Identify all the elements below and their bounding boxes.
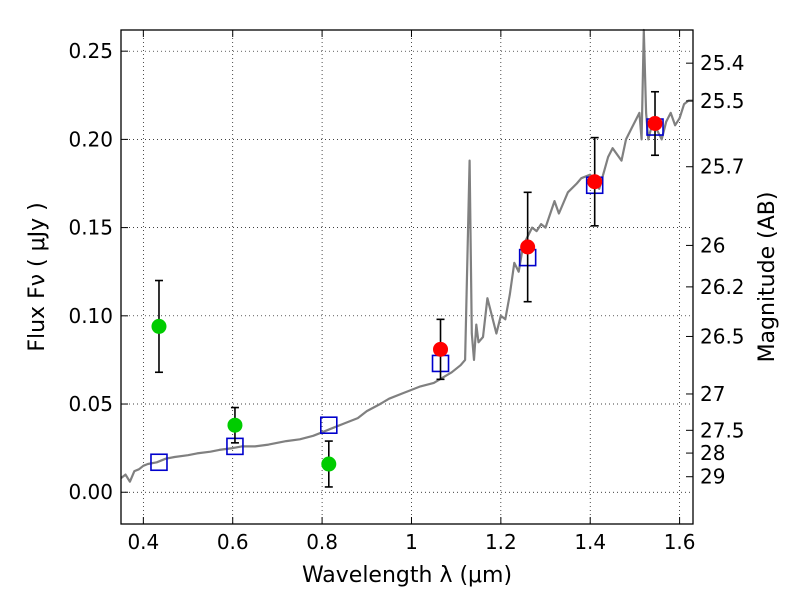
y-tick-label: 0.05 [68, 392, 113, 416]
x-tick-label: 1 [405, 530, 418, 554]
x-tick-label: 0.4 [127, 530, 159, 554]
mag-tick-label: 27 [700, 382, 725, 406]
y-tick-label: 0.10 [68, 304, 113, 328]
y-tick-label: 0.15 [68, 216, 113, 240]
mag-tick-label: 29 [700, 465, 725, 489]
mag-tick-label: 26.2 [700, 275, 745, 299]
mag-tick-label: 28 [700, 441, 725, 465]
plot-frame [120, 29, 694, 525]
y-tick-label: 0.00 [68, 480, 113, 504]
observed-flux-point [433, 341, 449, 357]
x-tick-label: 1.4 [574, 530, 606, 554]
model-flux-square [150, 453, 168, 472]
observed-flux-point [227, 417, 243, 433]
mag-tick-label: 26 [700, 233, 725, 257]
grid [121, 30, 693, 524]
x-tick-label: 0.8 [306, 530, 338, 554]
model-flux-square [319, 416, 338, 435]
x-axis-title: Wavelength λ (μm) [302, 563, 512, 588]
mag-tick-label: 25.4 [700, 51, 745, 75]
observed-flux-point [321, 456, 337, 472]
ticks-layer: 0.4 0.6 0.8 1 1.2 1.4 1.6 0.00 0.05 0.10 0.15 0.20 0… [68, 30, 745, 554]
mag-tick-label: 25.5 [700, 89, 745, 113]
observed-flux-point [587, 174, 603, 190]
x-tick-label: 0.6 [217, 530, 249, 554]
y-tick-label: 0.20 [68, 127, 113, 151]
observed-flux-point [647, 116, 663, 132]
mag-tick-label: 25.7 [700, 155, 745, 179]
series-layer [120, 28, 693, 488]
x-tick-label: 1.6 [664, 530, 696, 554]
observed-flux-point [520, 239, 536, 255]
x-tick-label: 1.2 [485, 530, 517, 554]
y-axis-title: Flux Fν ( μJy ) [25, 202, 50, 351]
observed-flux-point [151, 318, 167, 334]
mag-tick-label: 27.5 [700, 418, 745, 442]
y2-axis-title: Magnitude (AB) [755, 192, 780, 363]
mag-tick-label: 26.5 [700, 324, 745, 348]
model-spectrum-line [120, 28, 693, 483]
y-tick-label: 0.25 [68, 39, 113, 63]
